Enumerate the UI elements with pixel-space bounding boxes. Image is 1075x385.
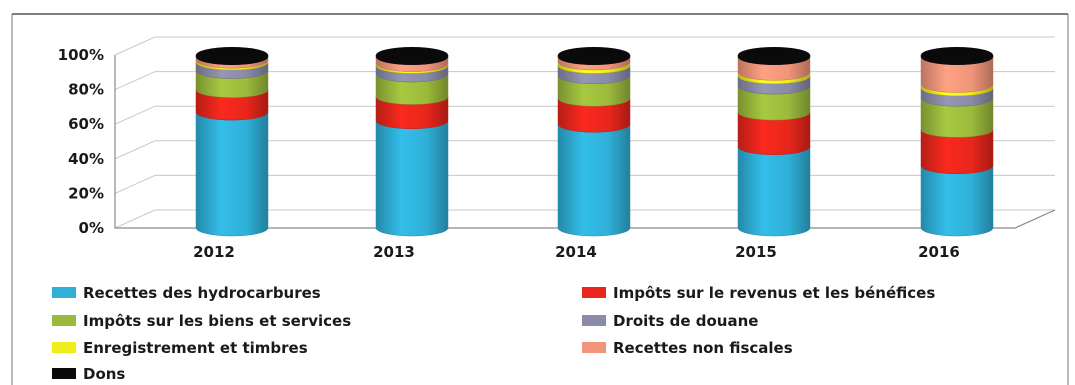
bar-top-cap — [196, 47, 268, 63]
bar-segment — [557, 124, 631, 237]
bar-stack — [920, 47, 994, 237]
y-tick-label: 20% — [68, 184, 104, 202]
bar-top-cap — [738, 47, 810, 63]
legend-item: Impôts sur le revenus et les bénéfices — [582, 284, 935, 302]
bar-top-cap — [558, 47, 630, 63]
grid-lines — [114, 36, 1055, 229]
bar-stack — [557, 47, 631, 237]
legend-label: Impôts sur les biens et services — [83, 312, 351, 330]
y-tick-label: 40% — [68, 150, 104, 168]
legend-swatch — [582, 287, 606, 298]
bar-top-cap — [376, 47, 448, 63]
bar-top-cap — [921, 47, 993, 63]
bar-stack — [195, 47, 269, 237]
legend: Recettes des hydrocarbures Impôts sur le… — [52, 284, 935, 383]
legend-label: Impôts sur le revenus et les bénéfices — [613, 284, 935, 302]
legend-swatch — [582, 315, 606, 326]
bar-segment — [195, 112, 269, 237]
bar-stack — [375, 47, 449, 237]
y-tick-labels: 0% 20% 40% 60% 80% 100% — [58, 46, 104, 237]
legend-swatch — [52, 315, 76, 326]
legend-swatch — [582, 342, 606, 353]
legend-label: Enregistrement et timbres — [83, 339, 308, 357]
x-tick-label: 2013 — [373, 243, 415, 261]
legend-item: Recettes des hydrocarbures — [52, 284, 321, 302]
bar-stacks — [195, 47, 994, 237]
legend-item: Droits de douane — [582, 312, 758, 330]
x-tick-label: 2014 — [555, 243, 597, 261]
bar-segment — [920, 165, 994, 237]
legend-swatch — [52, 287, 76, 298]
legend-label: Recettes non fiscales — [613, 339, 793, 357]
legend-item: Dons — [52, 365, 125, 383]
y-tick-label: 100% — [58, 46, 104, 64]
x-tick-labels: 2012 2013 2014 2015 2016 — [193, 243, 960, 261]
y-tick-label: 0% — [79, 219, 104, 237]
legend-swatch — [52, 368, 76, 379]
x-tick-label: 2015 — [735, 243, 777, 261]
y-tick-label: 80% — [68, 81, 104, 99]
x-tick-label: 2016 — [918, 243, 960, 261]
legend-label: Recettes des hydrocarbures — [83, 284, 321, 302]
legend-swatch — [52, 342, 76, 353]
x-tick-label: 2012 — [193, 243, 235, 261]
legend-label: Dons — [83, 365, 125, 383]
bar-stack — [737, 47, 811, 237]
bar-segment — [375, 120, 449, 237]
grid-line — [114, 36, 1055, 56]
legend-label: Droits de douane — [613, 312, 758, 330]
legend-item: Recettes non fiscales — [582, 339, 793, 357]
legend-item: Enregistrement et timbres — [52, 339, 308, 357]
bar-segment — [737, 146, 811, 237]
legend-item: Impôts sur les biens et services — [52, 312, 351, 330]
y-tick-label: 60% — [68, 115, 104, 133]
